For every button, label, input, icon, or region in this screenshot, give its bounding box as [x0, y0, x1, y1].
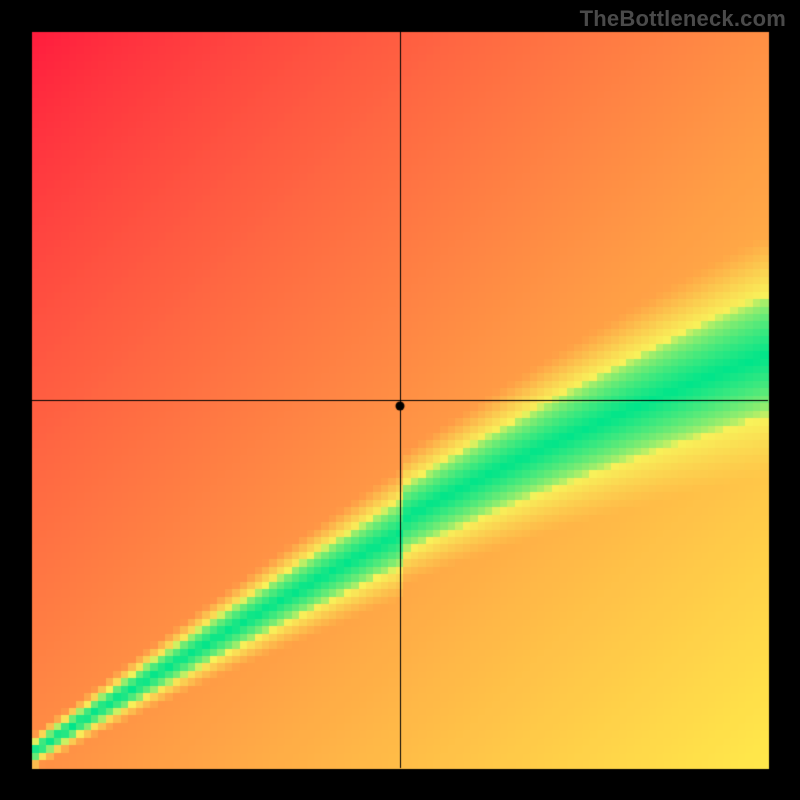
chart-container: TheBottleneck.com — [0, 0, 800, 800]
heatmap-canvas — [0, 0, 800, 800]
watermark-text: TheBottleneck.com — [580, 6, 786, 32]
